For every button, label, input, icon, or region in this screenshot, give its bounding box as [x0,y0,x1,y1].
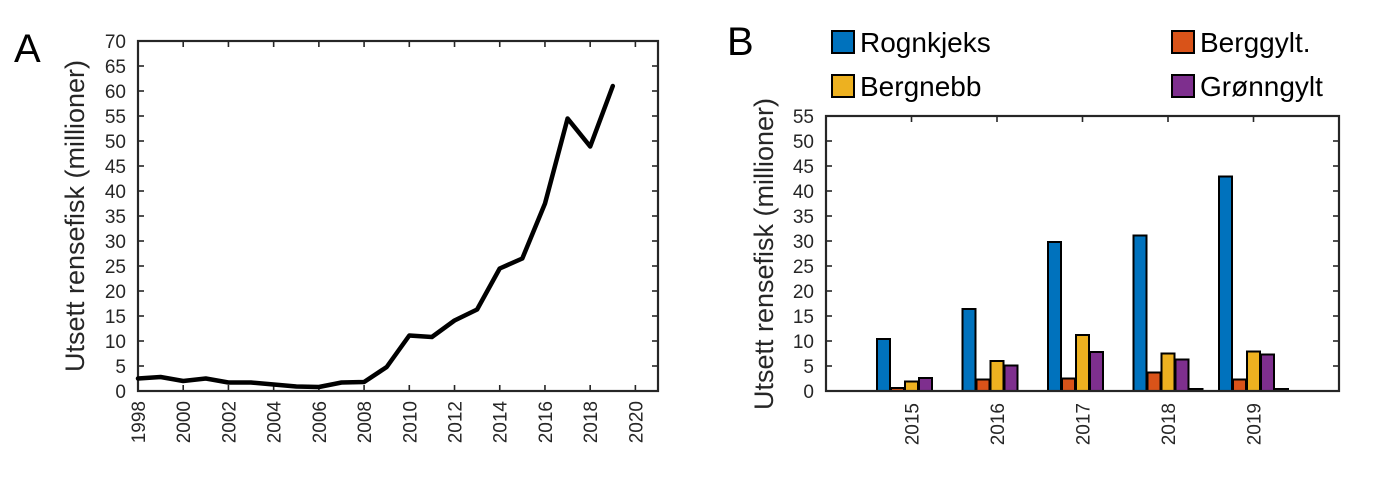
bar-bergnebb-2015 [904,380,919,392]
bar-berggylt-2018 [1146,371,1162,392]
bar-bergnebb-2018 [1160,352,1176,392]
bar-rognkjeks-2016 [961,308,977,392]
chart-a: 0 5 10 15 20 25 30 35 40 45 50 55 60 65 70 1998 2000 200… [60,32,660,444]
chart-a-ytick-label: 25 [105,257,126,278]
bar-bergnebb-2016 [989,360,1005,392]
chart-a-ytick-label: 10 [105,332,126,353]
bar-rognkjeks-2019 [1218,175,1233,392]
bar-gr-nngylt-2017 [1089,351,1104,392]
bar-berggylt-2016 [975,378,991,392]
chart-b-ytick-label: 40 [793,182,814,203]
legend-item: Bergnebb [831,71,981,102]
chart-a-axes-frame [136,39,660,393]
chart-a-xtick-label: 2020 [626,401,647,443]
chart-a-xtick-label: 2016 [536,401,557,443]
legend-swatch [1171,74,1195,98]
bar-rognkjeks-2018 [1132,234,1148,392]
bar-gr-nngylt-2018 [1174,358,1190,392]
chart-b-ytick-label: 0 [803,382,814,403]
chart-a-xtick-label: 1998 [129,401,150,443]
chart-a-xtick-label: 2008 [355,401,376,443]
chart-b-ytick-label: 45 [793,157,814,178]
legend-label: Bergnebb [860,71,981,102]
chart-a-xtick-label: 2004 [265,401,286,444]
chart-a-ytick-label: 35 [105,207,126,228]
legend-swatch [1171,30,1195,54]
bar-bergnebb-2017 [1075,334,1090,392]
chart-b-ytick-label: 25 [793,257,814,278]
bar-gr-nngylt-2015 [918,377,933,392]
chart-a-ytick-label: 0 [115,382,126,403]
chart-b-xtick-label: 2016 [988,403,1009,445]
legend-item: Berggylt. [1171,27,1311,58]
chart-a-xtick-label: 2010 [400,401,421,443]
chart-b-y-axis-label: Utsett rensefisk (millioner) [749,98,779,410]
chart-a-ytick-label: 20 [105,282,126,303]
chart-a-xtick-label: 2012 [446,401,467,443]
chart-a-ytick-label: 55 [105,107,126,128]
chart-b-ytick-label: 15 [793,307,814,328]
chart-a-ytick-label: 70 [105,32,126,53]
chart-b-ytick-label: 10 [793,332,814,353]
panel-b-label: B [727,20,754,64]
series-line-total [135,83,616,390]
chart-a-xtick-label: 2018 [581,401,602,443]
chart-a-xtick-label: 2002 [219,401,240,443]
bar-berggylt-2017 [1061,377,1076,392]
chart-b-ytick-label: 20 [793,282,814,303]
chart-a-y-axis-label: Utsett rensefisk (millioner) [60,60,90,372]
chart-a-ytick-label: 5 [115,357,126,378]
legend-swatch [831,74,855,98]
chart-a-ytick-label: 65 [105,57,126,78]
chart-b-xtick-label: 2015 [903,403,924,445]
bar-gr-nngylt-2019 [1260,353,1275,392]
chart-a-ytick-label: 15 [105,307,126,328]
legend-item: Grønngylt [1171,71,1323,102]
chart-b-ytick-label: 5 [803,357,814,378]
chart-b-xtick-label: 2019 [1245,403,1266,445]
legend-item: Rognkjeks [831,27,991,58]
legend-label: Rognkjeks [860,27,991,58]
chart-a-xtick-label: 2000 [174,401,195,443]
chart-b-ytick-label: 30 [793,232,814,253]
legend-label: Grønngylt [1200,71,1323,102]
chart-b-xtick-label: 2017 [1074,403,1095,445]
chart-a-ytick-label: 30 [105,232,126,253]
chart-b-axes-frame [824,114,1341,393]
chart-a-ytick-label: 60 [105,82,126,103]
chart-b-ytick-label: 50 [793,132,814,153]
bar-bergnebb-2019 [1246,350,1261,392]
chart-a-ytick-label: 40 [105,182,126,203]
chart-b: 0 5 10 15 20 25 30 35 40 45 50 55 2015 2016 2017 2018 2… [749,27,1341,445]
bar-gr-nngylt-2016 [1003,364,1019,392]
chart-b-xtick-label: 2018 [1159,403,1180,445]
bar-berggylt-2019 [1232,378,1247,392]
chart-b-legend: Rognkjeks Berggylt. Bergnebb Grønngylt [831,27,1323,102]
legend-label: Berggylt. [1200,27,1311,58]
chart-a-xtick-label: 2014 [491,401,512,444]
chart-a-ytick-label: 45 [105,157,126,178]
chart-b-ytick-label: 55 [793,107,814,128]
chart-a-xtick-label: 2006 [310,401,331,443]
bar-rognkjeks-2015 [876,338,891,392]
chart-b-ytick-label: 35 [793,207,814,228]
chart-a-ytick-label: 50 [105,132,126,153]
legend-swatch [831,30,855,54]
bar-rognkjeks-2017 [1047,241,1062,392]
panel-a-label: A [14,27,41,71]
